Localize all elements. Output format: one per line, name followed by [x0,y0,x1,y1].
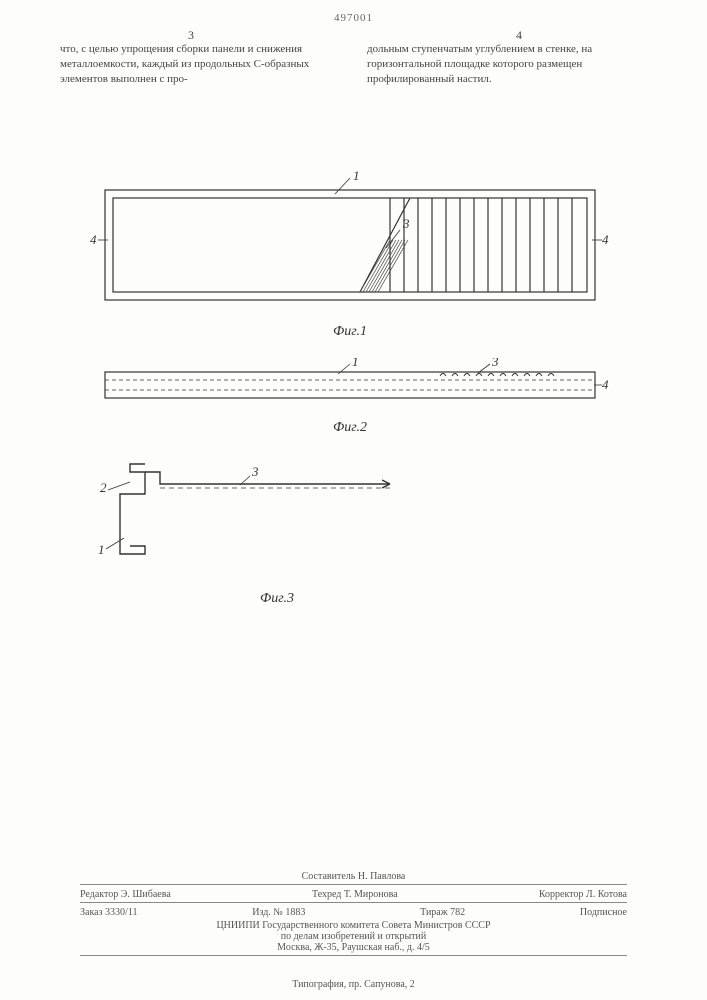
fig3-callout-2: 2 [100,480,107,495]
footer: Составитель Н. Павлова Редактор Э. Шибае… [80,871,627,960]
org-line-2: по делам изобретений и открытий [80,931,627,942]
composer-name: Н. Павлова [358,871,406,882]
org-address: Москва, Ж-35, Раушская наб., д. 4/5 [80,942,627,953]
figure-3-label: Фиг.3 [260,591,610,607]
editor-label: Редактор [80,889,118,900]
issue-value: 1883 [285,907,305,918]
fig1-callout-4r: 4 [602,232,609,247]
page-number-right: 4 [516,28,522,43]
fig3-callout-3: 3 [251,464,259,479]
fig2-callout-3: 3 [491,358,499,369]
fig1-callout-4l: 4 [90,232,97,247]
document-number: 497001 [334,12,373,24]
order-value: 3330/11 [105,907,137,918]
figure-2-label: Фиг.2 [90,420,610,436]
corrector-label: Корректор [539,889,584,900]
figures-container: 1 3 4 4 Фиг.1 1 3 4 Фиг.2 [90,170,610,625]
composer-label: Составитель [302,871,356,882]
tirage-value: 782 [450,907,465,918]
figure-1-label: Фиг.1 [90,324,610,340]
order-label: Заказ [80,907,103,918]
page-number-left: 3 [188,28,194,43]
fig1-callout-1: 1 [353,170,360,183]
fig2-callout-4: 4 [602,377,609,392]
tech-label: Техред [312,889,341,900]
editor-name: Э. Шибаева [121,889,171,900]
fig1-callout-3: 3 [402,216,410,231]
text-column-left: что, с целью упрощения сборки панели и с… [60,42,335,87]
signed-label: Подписное [580,907,627,918]
corrector-name: Л. Котова [586,889,627,900]
figure-1: 1 3 4 4 [90,170,610,320]
text-column-right: дольным ступенчатым углублением в стенке… [367,42,642,87]
figure-3: 2 1 3 [90,454,410,584]
page: 497001 3 4 что, с целью упрощения сборки… [0,0,707,1000]
tech-name: Т. Миронова [344,889,398,900]
fig3-callout-1: 1 [98,542,105,557]
tirage-label: Тираж [420,907,448,918]
figure-2: 1 3 4 [90,358,610,413]
issue-label: Изд. № [252,907,283,918]
fig2-callout-1: 1 [352,358,359,369]
typography-line: Типография, пр. Сапунова, 2 [0,979,707,990]
org-line-1: ЦНИИПИ Государственного комитета Совета … [80,920,627,931]
